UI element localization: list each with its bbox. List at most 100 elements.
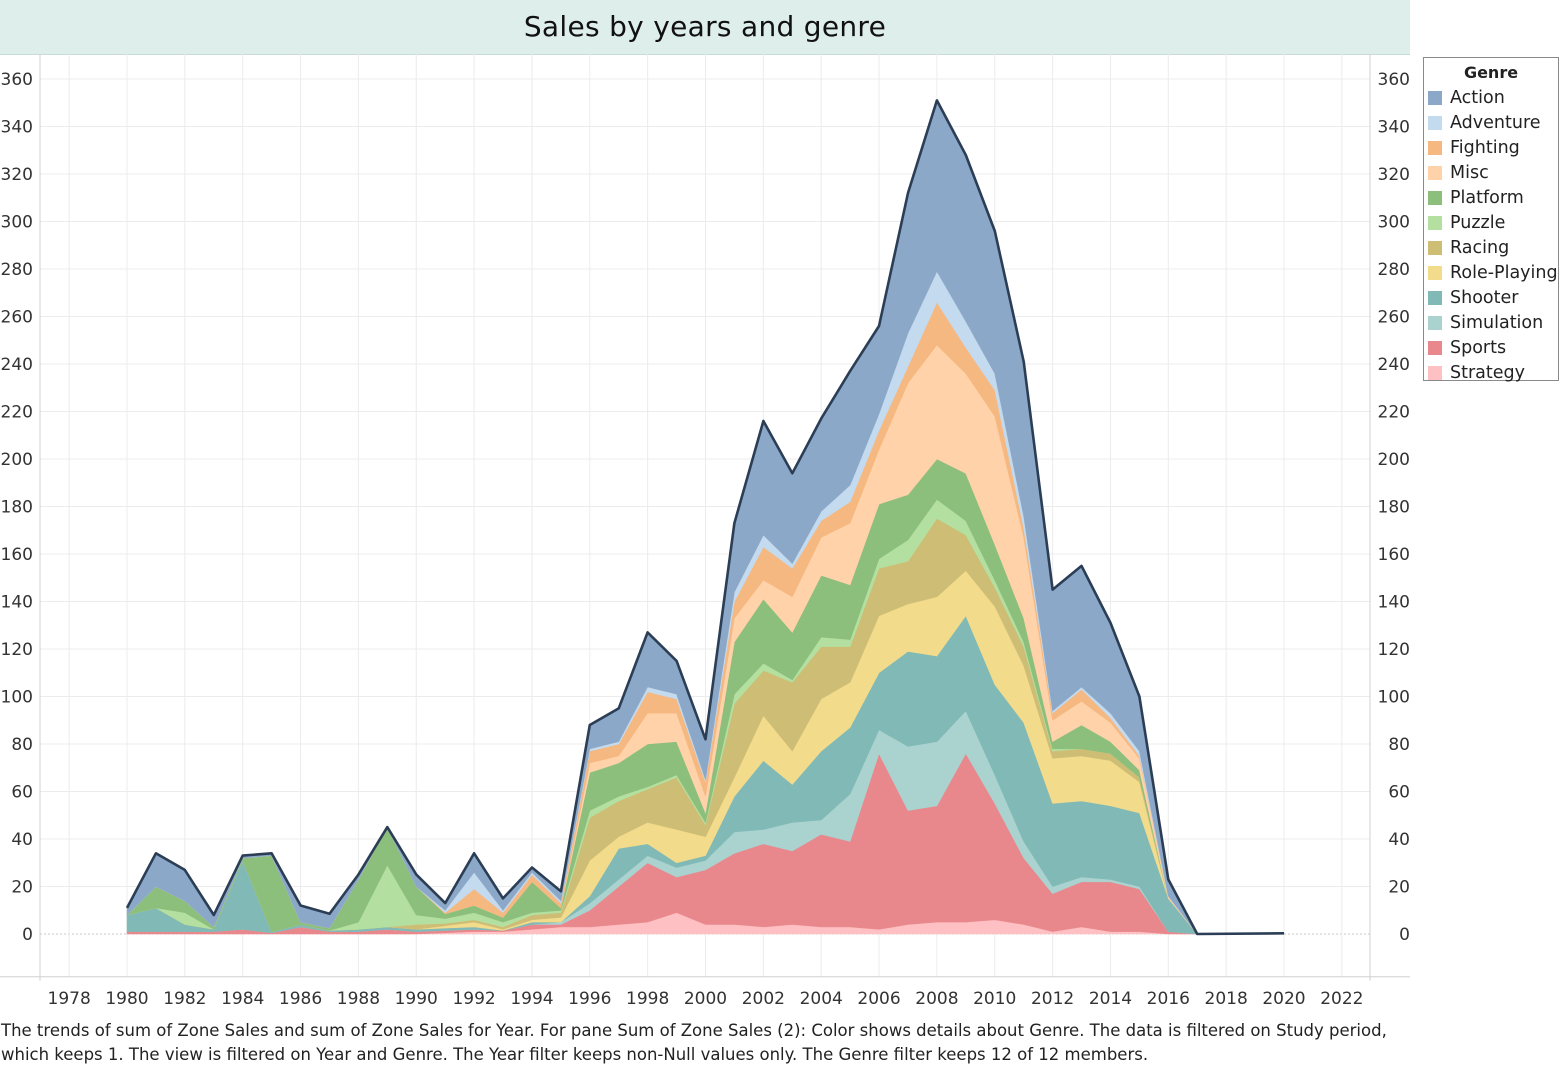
x-tick-label: 2018 xyxy=(1205,989,1248,1009)
x-tick-label: 1978 xyxy=(48,989,91,1009)
y-tick-label-left: 360 xyxy=(1,70,33,90)
legend-item[interactable]: Sports xyxy=(1428,335,1506,360)
y-tick-label-left: 280 xyxy=(1,260,33,280)
legend-swatch xyxy=(1428,240,1442,255)
y-tick-label-right: 300 xyxy=(1378,213,1410,233)
legend-label: Adventure xyxy=(1450,112,1541,133)
y-tick-label-right: 320 xyxy=(1378,165,1410,185)
y-tick-label-left: 300 xyxy=(1,213,33,233)
legend-label: Strategy xyxy=(1450,362,1525,383)
y-tick-label-left: 140 xyxy=(1,593,33,613)
legend-label: Fighting xyxy=(1450,137,1520,158)
y-tick-label-right: 100 xyxy=(1378,688,1410,708)
x-tick-label: 1992 xyxy=(452,989,495,1009)
y-tick-label-left: 160 xyxy=(1,545,33,565)
y-tick-label-left: 180 xyxy=(1,498,33,518)
x-tick-label: 2016 xyxy=(1147,989,1190,1009)
legend-swatch xyxy=(1428,315,1442,330)
y-tick-label-left: 220 xyxy=(1,403,33,423)
x-tick-label: 1982 xyxy=(163,989,206,1009)
legend-label: Action xyxy=(1450,87,1505,108)
legend-swatch xyxy=(1428,265,1442,280)
legend-title: Genre xyxy=(1463,63,1519,82)
y-tick-label-right: 360 xyxy=(1378,70,1410,90)
legend-label: Shooter xyxy=(1450,287,1519,308)
legend-item[interactable]: Fighting xyxy=(1428,135,1520,160)
area-series xyxy=(125,99,1285,936)
legend-label: Racing xyxy=(1450,237,1510,258)
y-tick-label-right: 220 xyxy=(1378,403,1410,423)
x-tick-label: 2012 xyxy=(1031,989,1074,1009)
legend-swatch xyxy=(1428,165,1442,180)
legend-item[interactable]: Simulation xyxy=(1428,310,1543,335)
y-tick-label-left: 340 xyxy=(1,118,33,138)
y-tick-label-left: 200 xyxy=(1,450,33,470)
legend-item[interactable]: Platform xyxy=(1428,185,1524,210)
legend-label: Sports xyxy=(1450,337,1507,358)
x-tick-label: 1980 xyxy=(105,989,148,1009)
x-tick-label: 1984 xyxy=(221,989,264,1009)
y-tick-label-left: 320 xyxy=(1,165,33,185)
y-tick-label-left: 0 xyxy=(22,925,33,945)
y-tick-label-right: 340 xyxy=(1378,118,1410,138)
legend-swatch xyxy=(1428,115,1442,130)
x-tick-label: 1986 xyxy=(279,989,322,1009)
legend-label: Simulation xyxy=(1450,312,1544,333)
y-tick-label-right: 160 xyxy=(1378,545,1410,565)
y-tick-label-left: 60 xyxy=(11,783,33,803)
y-tick-label-right: 200 xyxy=(1378,450,1410,470)
chart-title: Sales by years and genre xyxy=(523,10,887,43)
y-tick-label-right: 140 xyxy=(1378,593,1410,613)
legend-swatch xyxy=(1428,340,1442,355)
y-tick-label-right: 0 xyxy=(1399,925,1410,945)
y-tick-label-right: 80 xyxy=(1388,735,1410,755)
y-tick-label-right: 260 xyxy=(1378,308,1410,328)
y-tick-label-left: 20 xyxy=(11,878,33,898)
legend-swatch xyxy=(1428,90,1442,105)
y-tick-label-right: 40 xyxy=(1388,830,1410,850)
x-tick-label: 1996 xyxy=(568,989,611,1009)
legend-item[interactable]: Racing xyxy=(1428,235,1509,260)
x-tick-label: 1998 xyxy=(626,989,669,1009)
x-tick-label: 1994 xyxy=(510,989,553,1009)
y-tick-label-right: 20 xyxy=(1388,878,1410,898)
legend-item[interactable]: Role-Playing xyxy=(1428,260,1558,285)
legend-item[interactable]: Shooter xyxy=(1428,285,1518,310)
y-tick-label-left: 80 xyxy=(11,735,33,755)
x-tick-label: 2008 xyxy=(915,989,958,1009)
legend-swatch xyxy=(1428,365,1442,380)
legend-item[interactable]: Misc xyxy=(1428,160,1489,185)
y-tick-label-left: 240 xyxy=(1,355,33,375)
x-tick-label: 2002 xyxy=(742,989,785,1009)
legend-item[interactable]: Strategy xyxy=(1428,360,1525,385)
legend-swatch xyxy=(1428,215,1442,230)
legend-item[interactable]: Action xyxy=(1428,85,1505,110)
x-tick-label: 2022 xyxy=(1320,989,1363,1009)
legend: Genre Action Adventure Fighting Misc Platfor… xyxy=(1423,57,1559,383)
y-tick-label-left: 120 xyxy=(1,640,33,660)
y-tick-label-left: 100 xyxy=(1,688,33,708)
y-tick-label-right: 120 xyxy=(1378,640,1410,660)
legend-swatch xyxy=(1428,290,1442,305)
total-sales-line xyxy=(125,99,1285,936)
x-tick-label: 2014 xyxy=(1089,989,1132,1009)
legend-swatch xyxy=(1428,190,1442,205)
y-tick-label-right: 280 xyxy=(1378,260,1410,280)
title-bar: Sales by years and genre xyxy=(0,0,1410,55)
y-tick-label-right: 60 xyxy=(1388,783,1410,803)
x-tick-label: 1990 xyxy=(395,989,438,1009)
legend-swatch xyxy=(1428,140,1442,155)
x-tick-label: 2006 xyxy=(857,989,900,1009)
x-tick-label: 2004 xyxy=(800,989,843,1009)
y-tick-label-right: 180 xyxy=(1378,498,1410,518)
x-tick-label: 2000 xyxy=(684,989,727,1009)
x-tick-label: 2020 xyxy=(1262,989,1305,1009)
y-tick-label-left: 260 xyxy=(1,308,33,328)
legend-item[interactable]: Adventure xyxy=(1428,110,1541,135)
y-tick-label-left: 40 xyxy=(11,830,33,850)
x-tick-label: 1988 xyxy=(337,989,380,1009)
legend-label: Puzzle xyxy=(1450,212,1506,233)
legend-item[interactable]: Puzzle xyxy=(1428,210,1505,235)
